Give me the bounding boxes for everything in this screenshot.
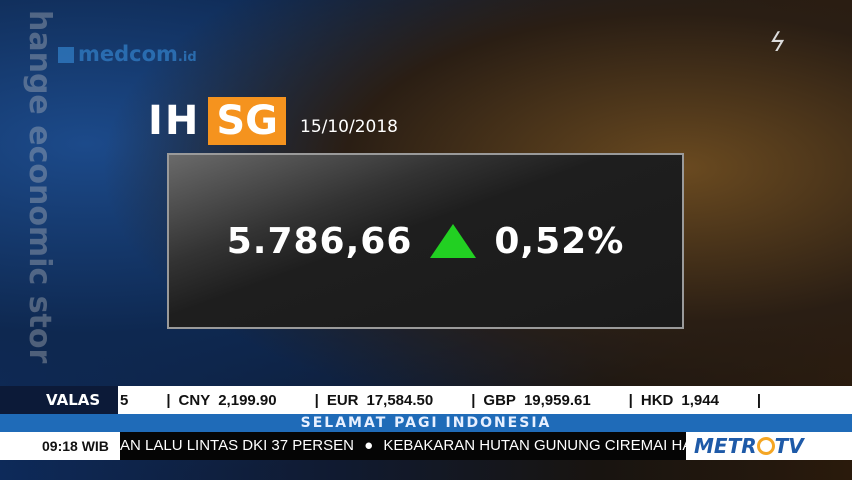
rate-value: 17,584.50 bbox=[366, 391, 434, 409]
medcom-icon bbox=[58, 47, 74, 63]
news-ticker: 09:18 WIB AN LALU LINTAS DKI 37 PERSEN ●… bbox=[0, 432, 852, 460]
medcom-suffix: .id bbox=[177, 50, 197, 65]
background-text: hange economic stor bbox=[22, 10, 57, 364]
news-item: AN LALU LINTAS DKI 37 PERSEN bbox=[120, 437, 354, 454]
ihsg-title: IH SG 15/10/2018 bbox=[148, 97, 398, 145]
rate-partial: 5 bbox=[120, 391, 129, 409]
metrotv-logo: METR TV bbox=[686, 432, 852, 460]
rate-code: GBP bbox=[483, 391, 516, 409]
index-panel: 5.786,66 0,52% bbox=[167, 153, 684, 329]
program-title: SELAMAT PAGI INDONESIA bbox=[0, 414, 852, 432]
title-right: SG bbox=[208, 97, 286, 145]
channel-bug-icon: ϟ bbox=[764, 28, 790, 58]
rate-value: 2,199.90 bbox=[218, 391, 277, 409]
index-change: 0,52% bbox=[494, 220, 625, 262]
rate-code: HKD bbox=[640, 391, 674, 409]
rate-value: 19,959.61 bbox=[523, 391, 591, 409]
currency-ticker: VALAS 5 | CNY 2,199.90 | EUR 17,584.50 | GBP 1… bbox=[0, 386, 852, 414]
valas-label: VALAS bbox=[0, 386, 118, 414]
medcom-logo: medcom.id bbox=[58, 42, 197, 66]
clock: 09:18 WIB bbox=[0, 432, 120, 460]
index-value: 5.786,66 bbox=[226, 220, 413, 262]
up-arrow-icon bbox=[430, 224, 477, 258]
medcom-text: medcom bbox=[78, 42, 178, 66]
rate-code: CNY bbox=[178, 391, 211, 409]
news-item: KEBAKARAN HUTAN GUNUNG CIREMAI HA bbox=[383, 437, 686, 454]
rate-code: EUR bbox=[326, 391, 359, 409]
date: 15/10/2018 bbox=[300, 117, 398, 137]
bullet-icon: ● bbox=[364, 437, 374, 454]
rate-value: 1,944 bbox=[681, 391, 719, 409]
eagle-icon bbox=[756, 437, 775, 455]
title-left: IH bbox=[148, 98, 201, 144]
